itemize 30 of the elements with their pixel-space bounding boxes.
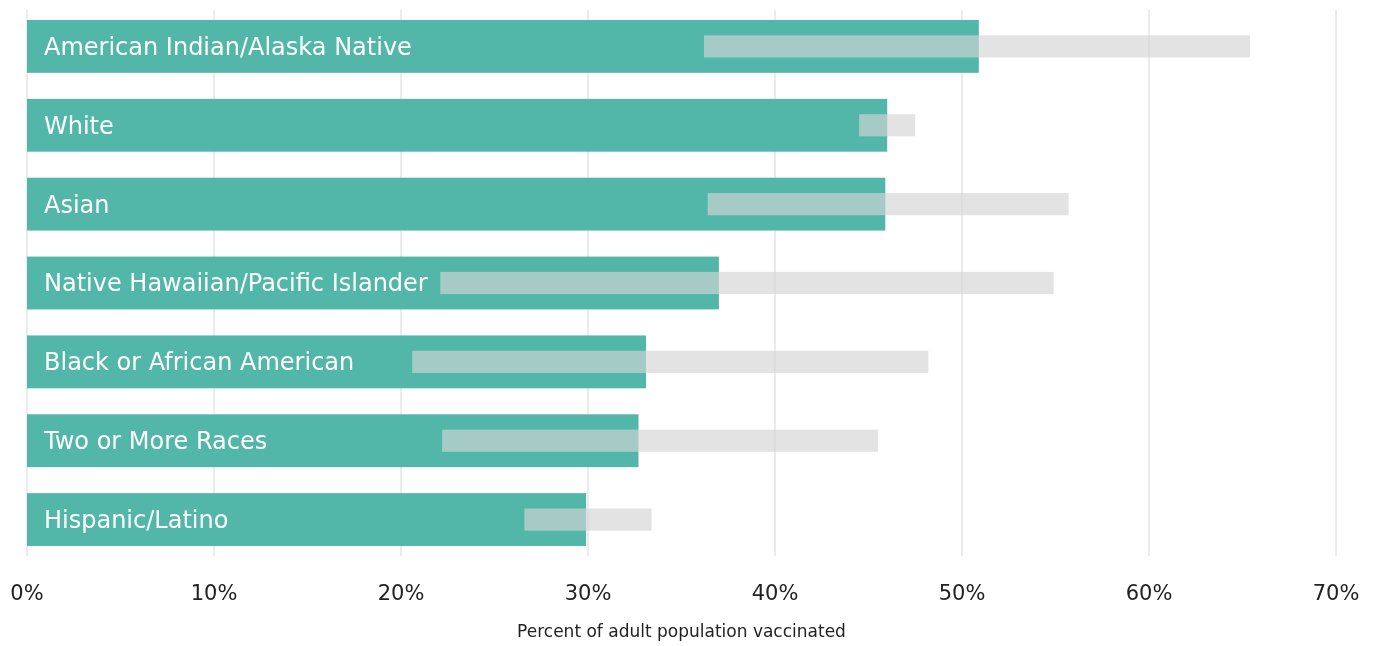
y-tick-label: Asian xyxy=(44,190,110,219)
bar xyxy=(27,335,646,389)
bar xyxy=(442,429,878,452)
x-tick-label: 10% xyxy=(190,581,238,605)
bar xyxy=(703,35,1250,58)
bar xyxy=(27,177,886,231)
bar xyxy=(440,271,1054,295)
y-tick-label: White xyxy=(44,111,114,140)
y-tick-label: Hispanic/Latino xyxy=(44,505,229,534)
bar xyxy=(27,98,888,152)
x-tick-label: 60% xyxy=(1125,581,1173,605)
bar xyxy=(27,414,639,468)
x-axis-title: Percent of adult population vaccinated xyxy=(517,621,846,641)
bar xyxy=(524,508,652,531)
bar xyxy=(27,493,587,546)
bar xyxy=(707,193,1069,216)
y-tick-label: Two or More Races xyxy=(43,427,268,456)
y-tick-label: Native Hawaiian/Pacific Islander xyxy=(44,269,428,298)
bar xyxy=(27,20,979,73)
x-tick-label: 20% xyxy=(377,581,425,605)
bar xyxy=(859,114,916,137)
bar xyxy=(412,350,929,373)
x-tick-label: 30% xyxy=(564,581,612,605)
y-tick-label: Black or African American xyxy=(44,348,355,377)
x-tick-label: 70% xyxy=(1312,581,1360,605)
x-tick-label: 40% xyxy=(751,581,799,605)
x-tick-label: 0% xyxy=(10,581,44,605)
x-tick-label: 50% xyxy=(938,581,986,605)
bar xyxy=(27,256,719,310)
y-tick-label: American Indian/Alaska Native xyxy=(44,32,412,61)
